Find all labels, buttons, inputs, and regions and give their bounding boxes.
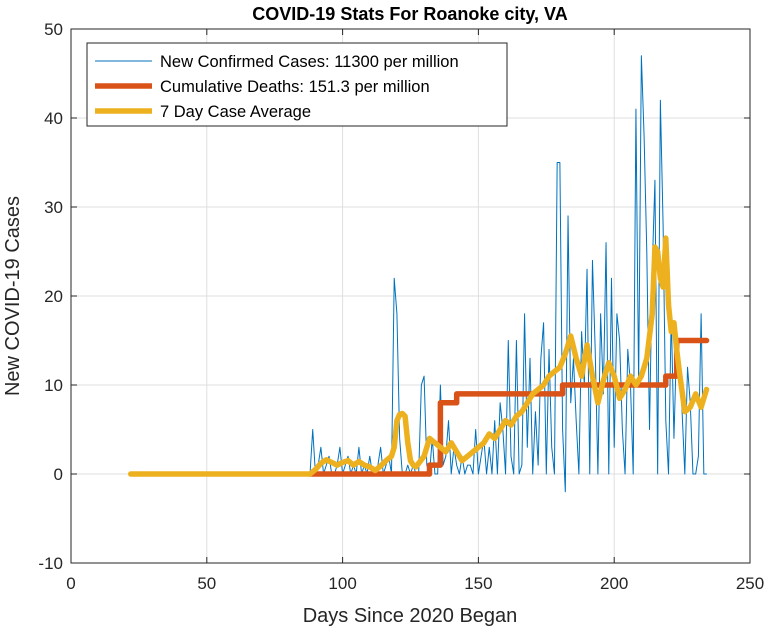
legend-label-cumulative-deaths: Cumulative Deaths: 151.3 per million	[160, 78, 430, 96]
x-axis-label: Days Since 2020 Began	[303, 605, 518, 627]
y-axis-label: New COVID-19 Cases	[2, 196, 24, 396]
y-tick-label: 30	[44, 198, 63, 217]
x-tick-label: 0	[66, 574, 75, 593]
y-tick-label: 50	[44, 20, 63, 39]
x-tick-label: 50	[197, 574, 216, 593]
legend-label-new-cases: New Confirmed Cases: 11300 per million	[160, 53, 459, 71]
legend-label-7day-average: 7 Day Case Average	[160, 103, 311, 121]
y-tick-label: 40	[44, 109, 63, 128]
y-tick-label: 20	[44, 287, 63, 306]
series-layer	[128, 55, 710, 493]
y-tick-label: 0	[54, 465, 63, 484]
y-tick-label: -10	[38, 554, 63, 573]
x-tick-label: 100	[328, 574, 356, 593]
series-7day-average-line	[128, 235, 710, 477]
chart-title: COVID-19 Stats For Roanoke city, VA	[252, 4, 567, 24]
x-tick-label: 250	[736, 574, 764, 593]
x-tick-label: 150	[464, 574, 492, 593]
legend-box	[86, 42, 508, 127]
y-tick-label: 10	[44, 376, 63, 395]
x-tick-label: 200	[600, 574, 628, 593]
legend: New Confirmed Cases: 11300 per million C…	[86, 42, 508, 127]
